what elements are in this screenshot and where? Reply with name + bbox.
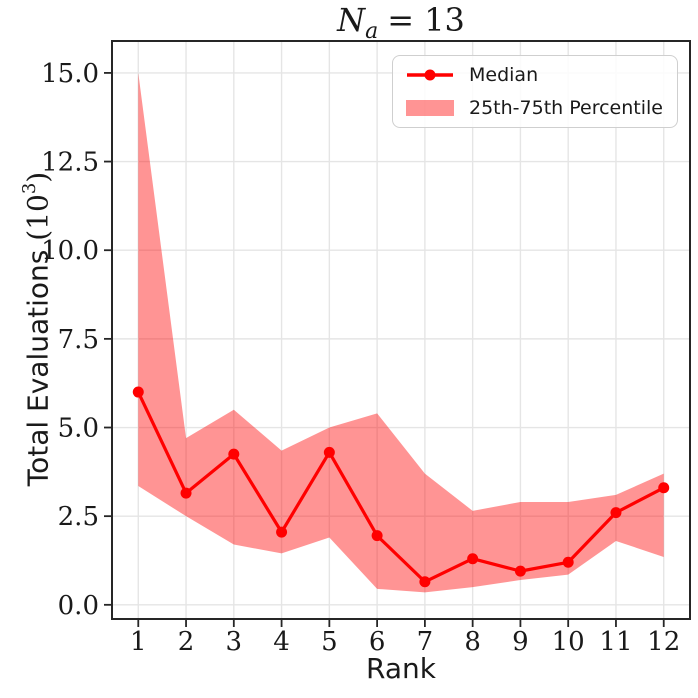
y-axis-label-unit-close: ) bbox=[21, 171, 55, 183]
legend-item-median: Median bbox=[406, 61, 677, 89]
y-tick-label: 15.0 bbox=[41, 59, 99, 89]
x-tick-label: 3 bbox=[226, 627, 243, 657]
x-axis-label: Rank bbox=[366, 652, 436, 685]
y-axis-label: Total Evaluations (103) bbox=[9, 40, 55, 618]
median-line bbox=[136, 391, 665, 584]
x-tick-label: 5 bbox=[321, 627, 338, 657]
x-tick-label: 1 bbox=[130, 627, 147, 657]
title-value: = 13 bbox=[387, 1, 465, 39]
median-marker bbox=[276, 526, 288, 538]
legend-label-median: Median bbox=[469, 64, 539, 86]
legend: Median 25th-75th Percentile bbox=[392, 55, 678, 128]
legend-item-percentile: 25th-75th Percentile bbox=[406, 94, 677, 122]
y-tick-label: 5.0 bbox=[58, 414, 99, 444]
x-tick-label: 11 bbox=[599, 627, 632, 657]
x-tick-label: 7 bbox=[417, 627, 434, 657]
chart-title: Na = 13 bbox=[112, 0, 690, 44]
x-tick-label: 9 bbox=[512, 627, 529, 657]
y-tick-label: 7.5 bbox=[58, 325, 99, 355]
x-tick-label: 2 bbox=[178, 627, 195, 657]
x-tick-label: 6 bbox=[369, 627, 386, 657]
title-subscript: a bbox=[365, 19, 379, 44]
y-axis-label-exponent: 3 bbox=[19, 182, 40, 195]
y-axis-label-unit: (10 bbox=[21, 194, 55, 241]
median-marker bbox=[228, 448, 240, 460]
x-tick-label: 10 bbox=[552, 627, 585, 657]
percentile-band bbox=[138, 72, 664, 593]
median-marker bbox=[132, 386, 144, 398]
median-marker bbox=[562, 556, 574, 568]
y-axis-label-text: Total Evaluations bbox=[21, 240, 55, 487]
x-tick-label: 4 bbox=[273, 627, 290, 657]
x-tick-label: 8 bbox=[464, 627, 481, 657]
y-tick-label: 2.5 bbox=[58, 502, 99, 532]
median-marker bbox=[371, 530, 383, 542]
legend-label-percentile: 25th-75th Percentile bbox=[469, 97, 663, 119]
median-marker bbox=[323, 446, 335, 458]
y-tick-label: 0.0 bbox=[58, 591, 99, 621]
y-tick-label: 12.5 bbox=[41, 148, 99, 178]
title-variable: N bbox=[337, 1, 366, 39]
median-marker bbox=[658, 482, 670, 494]
percentile-band-swatch bbox=[406, 100, 454, 116]
median-marker bbox=[610, 507, 622, 519]
median-line-icon bbox=[407, 69, 453, 81]
plot-border bbox=[111, 40, 691, 620]
median-marker bbox=[180, 487, 192, 499]
median-marker bbox=[467, 553, 479, 565]
x-tick-label: 12 bbox=[647, 627, 680, 657]
median-marker bbox=[514, 565, 526, 577]
y-tick-label: 10.0 bbox=[41, 236, 99, 266]
median-marker bbox=[419, 576, 431, 588]
